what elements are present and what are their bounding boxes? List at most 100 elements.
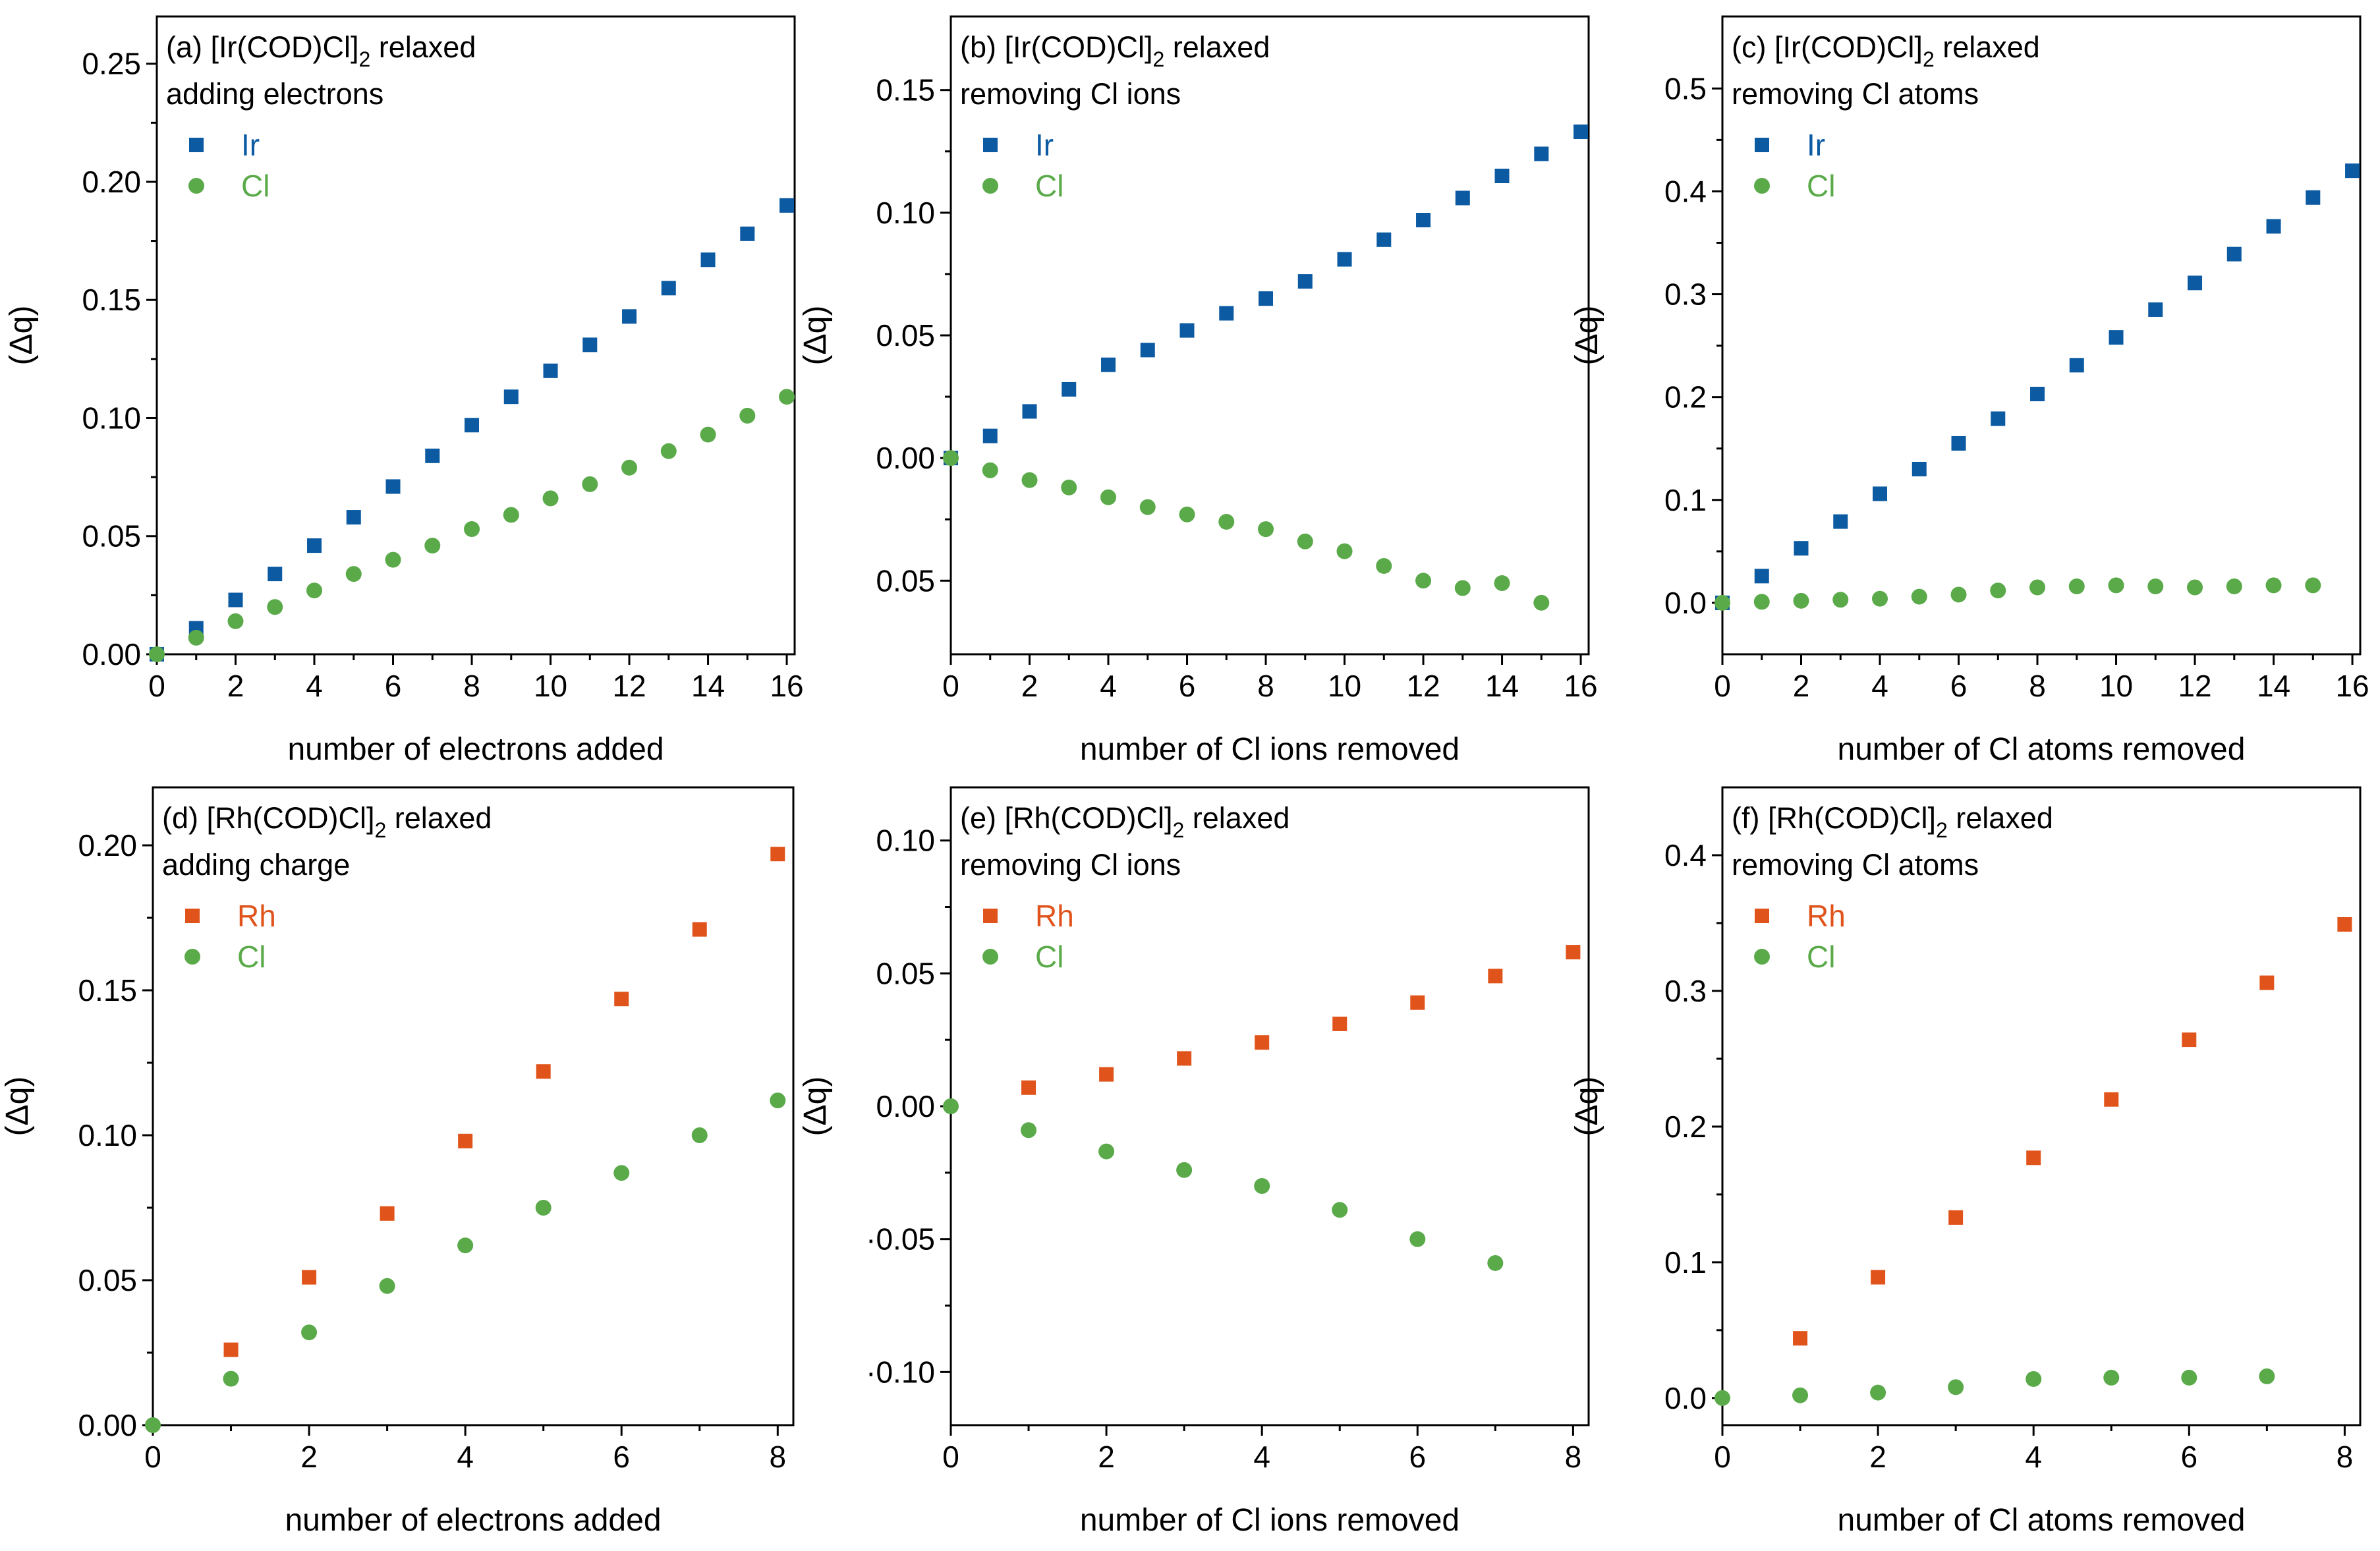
legend-label-cl: Cl (1807, 169, 1835, 203)
data-point-cl (1454, 580, 1471, 596)
data-point-cl (2265, 577, 2282, 594)
x-tick-label: 6 (1409, 1440, 1426, 1474)
y-tick-label: 0.00 (78, 1408, 137, 1442)
data-point-ir (2226, 246, 2242, 262)
panel-title-end: relaxed (1164, 30, 1270, 64)
data-point-cl (1714, 1390, 1730, 1406)
legend-label-ir: Ir (1035, 128, 1054, 162)
y-tick-label: 0.1 (1664, 1245, 1707, 1280)
y-tick-label: 0.00 (82, 637, 141, 671)
data-point-cl (1487, 1255, 1504, 1271)
data-point-ir (1754, 569, 1769, 584)
y-tick-label: 0.1 (1664, 483, 1707, 517)
legend-marker-square (189, 138, 204, 152)
data-point-ir (503, 389, 519, 405)
data-point-cl (582, 476, 598, 492)
y-axis-title: (Δq) (1570, 1077, 1604, 1137)
data-point-cl (2305, 577, 2321, 594)
x-tick-label: 0 (144, 1440, 161, 1474)
panel-subtitle: adding electrons (166, 77, 383, 111)
legend-marker-square (983, 138, 998, 152)
panel-title-main: (f) [Rh(COD)Cl] (1732, 801, 1936, 835)
panel-e: 0 2 4 6 8 ·0.10 ·0.05 0.00 0.05 0.10 number of Cl … (798, 786, 1590, 1538)
data-point-ir (622, 309, 637, 324)
data-point-rh (692, 922, 707, 937)
data-point-ir (2148, 302, 2163, 317)
panel-title-main: (d) [Rh(COD)Cl] (162, 801, 375, 835)
y-tick-label: 0.3 (1664, 277, 1707, 312)
data-point-cl (1753, 594, 1770, 610)
data-point-rh (1793, 1331, 1808, 1346)
panel-title: (f) [Rh(COD)Cl]2 relaxed (1732, 801, 2053, 842)
y-tick-label: 0.20 (78, 828, 137, 862)
data-point-cl (1258, 521, 1274, 538)
data-point-ir (1494, 169, 1510, 183)
plot-frame (156, 15, 796, 656)
data-point-ir (1951, 436, 1966, 451)
data-point-rh (380, 1206, 395, 1221)
data-point-cl (1409, 1231, 1426, 1247)
data-point-ir (1297, 274, 1313, 289)
panel-title: (b) [Ir(COD)Cl]2 relaxed (960, 30, 1270, 71)
data-point-cl (1376, 557, 1392, 574)
panel-title-end: relaxed (1948, 801, 2053, 835)
x-tick-label: 0 (942, 1440, 959, 1474)
panel-subtitle: removing Cl ions (960, 77, 1181, 111)
data-point-cl (1100, 489, 1117, 505)
data-point-rh (1255, 1035, 1270, 1050)
y-tick-label: 0.10 (876, 196, 935, 230)
x-tick-label: 8 (463, 669, 480, 703)
panel-title: (a) [Ir(COD)Cl]2 relaxed (166, 30, 476, 71)
data-point-cl (1792, 1387, 1809, 1403)
data-point-ir (1573, 124, 1589, 139)
y-tick-label: 0.20 (82, 165, 141, 199)
data-point-cl (1021, 1122, 1037, 1139)
plot-frame (1721, 15, 2362, 656)
x-tick-label: 2 (1793, 669, 1810, 703)
data-point-ir (1912, 461, 1927, 476)
x-tick-label: 0 (148, 669, 165, 703)
panel-c: 0 2 4 6 8 10 12 14 16 0.0 0.1 0.2 0.3 0.4 0.5 number of… (1570, 15, 2369, 767)
data-point-rh (1177, 1051, 1192, 1066)
data-point-cl (306, 582, 323, 599)
data-point-cl (2181, 1369, 2197, 1386)
y-tick-label: 0.15 (876, 73, 935, 107)
data-point-ir (1022, 404, 1037, 419)
data-point-cl (2029, 579, 2046, 596)
y-tick-label: 0.0 (1664, 586, 1707, 620)
data-point-rh (2182, 1032, 2197, 1048)
data-point-cl (385, 551, 401, 568)
data-point-cl (535, 1200, 552, 1216)
panel-subtitle: removing Cl atoms (1732, 77, 1979, 111)
y-tick-label: 0.5 (1664, 71, 1707, 105)
data-point-cl (1332, 1202, 1348, 1218)
y-axis-title: (Δq) (798, 306, 833, 366)
data-point-cl (1714, 594, 1730, 611)
data-point-ir (1833, 514, 1848, 529)
data-point-cl (1872, 590, 1888, 607)
panel-a: 0 2 4 6 8 10 12 14 16 0.00 0.05 0.10 0.15 0.20 0.25 num… (4, 15, 804, 767)
data-point-ir (543, 363, 558, 378)
plot-frame (949, 786, 1590, 1426)
data-point-ir (2266, 219, 2281, 234)
x-tick-label: 8 (769, 1440, 786, 1474)
data-point-rh (2104, 1092, 2119, 1107)
y-tick-label: 0.00 (876, 1089, 935, 1123)
data-point-rh (302, 1270, 317, 1285)
legend-label-cl: Cl (241, 169, 269, 203)
data-point-ir (2030, 386, 2045, 401)
panel-title-subscript: 2 (1936, 818, 1948, 842)
panel-title-subscript: 2 (1152, 47, 1164, 71)
panel-title-end: relaxed (386, 801, 492, 835)
data-point-cl (1948, 1379, 1964, 1396)
data-point-ir (465, 418, 480, 433)
y-tick-label: 0.4 (1664, 838, 1707, 872)
legend-label-rh: Rh (1035, 899, 1074, 933)
y-axis-title: (Δq) (1570, 306, 1604, 366)
panel-title-end: relaxed (1184, 801, 1289, 835)
x-tick-label: 14 (1485, 669, 1519, 703)
x-tick-label: 4 (1253, 1440, 1270, 1474)
data-point-cl (145, 1417, 161, 1433)
y-tick-label: 0.2 (1664, 380, 1707, 414)
data-point-cl (267, 599, 283, 615)
